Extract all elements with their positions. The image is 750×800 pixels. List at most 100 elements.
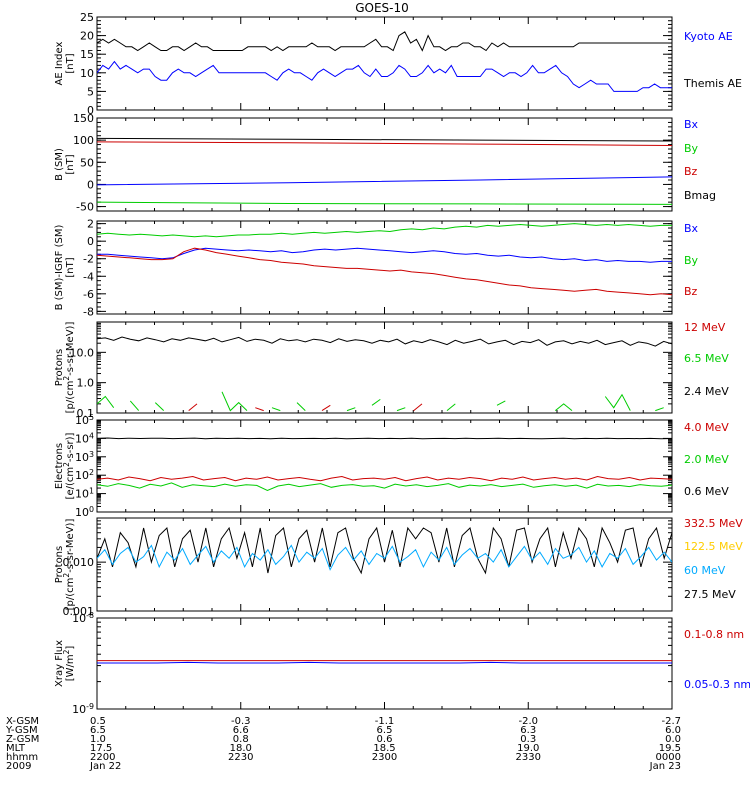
series-line-segment — [496, 400, 506, 406]
y-axis-title: AE Index[nT] — [54, 41, 76, 85]
y-axis-title-line: [nT] — [65, 53, 76, 73]
ephemeris-value: 0.0 — [665, 734, 681, 745]
y-axis-title: Protons[p/(cm2-s-sr-MeV)] — [54, 322, 76, 414]
series-line — [97, 31, 672, 52]
y-axis-title: Protons[p/(cm2-s-sr-MeV)] — [54, 519, 76, 611]
legend-entry: 6.5 MeV — [684, 352, 729, 365]
y-tick-label: 1.0 — [77, 377, 95, 390]
y-tick-label: -2 — [83, 253, 94, 266]
ephemeris-value: 17.5 — [90, 743, 112, 754]
y-axis-title-line: [W/m2] — [62, 646, 77, 682]
panel-series — [97, 437, 672, 491]
legend-entry: Themis AE — [683, 77, 742, 90]
ephemeris-value: 0.8 — [233, 734, 249, 745]
y-axis-title-line: [e/(cm2-s-sr)] — [62, 432, 77, 499]
series-line-segment — [271, 407, 281, 412]
series-line-segment — [97, 395, 115, 408]
ephemeris-row-label: hhmm — [6, 752, 38, 763]
legend-entry: 60 MeV — [684, 564, 726, 577]
y-tick-label: 10 — [80, 67, 94, 80]
panel-series — [97, 31, 672, 92]
series-line — [97, 437, 672, 440]
series-line — [97, 137, 672, 142]
ephemeris-value: Jan 23 — [649, 761, 681, 772]
legend-entry: Bmag — [684, 189, 716, 202]
y-tick-label: 102 — [75, 468, 94, 483]
legend-entry: Bx — [684, 222, 699, 235]
series-line-segment — [346, 407, 356, 412]
series-line — [97, 176, 672, 186]
panel-bdiff: -8 -6 -4 -2 0 2 B (SM)-IGRF (SM)[nT] Bx By Bz — [54, 218, 699, 319]
ephemeris-value: 18.0 — [230, 743, 252, 754]
panel-frame — [96, 117, 673, 212]
y-tick-label: 103 — [75, 449, 94, 464]
legend-entry: 27.5 MeV — [684, 588, 736, 601]
ephemeris-table: X-GSMY-GSMZ-GSMMLThhmm20090.56.51.017.52… — [5, 716, 681, 772]
y-axis-title-line: [nT] — [65, 257, 76, 277]
series-line — [97, 223, 672, 238]
legend-entry: 332.5 MeV — [684, 517, 743, 530]
ephemeris-row-label: MLT — [6, 743, 26, 754]
y-axis-title: B (SM)-IGRF (SM)[nT] — [54, 225, 76, 311]
legend-entry: 4.0 MeV — [684, 421, 729, 434]
series-line — [97, 544, 672, 571]
y-axis-title-line: [nT] — [65, 154, 76, 174]
y-axis-title: B (SM)[nT] — [54, 148, 76, 181]
series-line-segment — [321, 404, 331, 412]
series-line-segment — [154, 402, 165, 411]
ephemeris-row-label: X-GSM — [6, 716, 39, 727]
ephemeris-value: 6.5 — [90, 725, 106, 736]
ephemeris-row-label: 2009 — [6, 761, 31, 772]
ephemeris-value: -1.1 — [375, 716, 395, 727]
ephemeris-row-label: Z-GSM — [6, 734, 39, 745]
series-line-segment — [371, 398, 381, 406]
legend-entry: Kyoto AE — [684, 30, 733, 43]
y-axis-title-line: B (SM)-IGRF (SM) — [54, 225, 65, 311]
y-axis-title: Electrons[e/(cm2-s-sr)] — [54, 432, 76, 499]
ephemeris-value: 2200 — [90, 752, 115, 763]
series-line-segment — [655, 407, 664, 412]
y-tick-label: 10-9 — [72, 702, 94, 717]
y-axis-title-line: [p/(cm2-s-sr-MeV)] — [62, 322, 77, 414]
y-tick-label: 0 — [87, 178, 94, 191]
panel-bfield: -50 0 50 100 150 B (SM)[nT] Bx By Bz Bmag — [54, 112, 716, 214]
legend-entry: Bz — [684, 165, 698, 178]
y-tick-label: 10.0 — [70, 346, 95, 359]
series-line — [97, 482, 672, 491]
y-tick-label: 10-8 — [72, 611, 94, 626]
y-tick-label: 100 — [73, 134, 94, 147]
series-line-segment — [221, 391, 248, 412]
panel-frame — [96, 220, 673, 315]
ephemeris-value: Jan 22 — [89, 761, 121, 772]
series-line — [97, 201, 672, 205]
ephemeris-value: 0.5 — [90, 716, 106, 727]
y-tick-label: 0 — [87, 104, 94, 117]
legend-entry: 0.6 MeV — [684, 485, 729, 498]
legend-entry: Bx — [684, 118, 699, 131]
ephemeris-value: 6.5 — [377, 725, 393, 736]
y-tick-label: 5 — [87, 85, 94, 98]
series-line — [97, 336, 672, 347]
series-line — [97, 141, 672, 146]
panel-series — [97, 336, 672, 412]
series-line-segment — [413, 403, 423, 411]
y-tick-label: 20 — [80, 30, 94, 43]
y-tick-label: 50 — [80, 156, 94, 169]
panel-series — [97, 526, 672, 575]
series-line-segment — [554, 403, 573, 411]
legend-entry: 12 MeV — [684, 321, 726, 334]
ephemeris-value: 2330 — [516, 752, 541, 763]
panel-series — [97, 223, 672, 296]
y-tick-label: 104 — [75, 431, 94, 446]
series-line — [97, 526, 672, 575]
series-line — [97, 661, 672, 664]
ephemeris-value: -0.3 — [231, 716, 251, 727]
y-tick-label: -6 — [83, 288, 94, 301]
y-tick-label: 150 — [73, 112, 94, 125]
ephemeris-value: 0.3 — [520, 734, 536, 745]
series-line-segment — [129, 400, 140, 411]
ephemeris-value: 19.5 — [659, 743, 681, 754]
ephemeris-value: 6.0 — [665, 725, 681, 736]
